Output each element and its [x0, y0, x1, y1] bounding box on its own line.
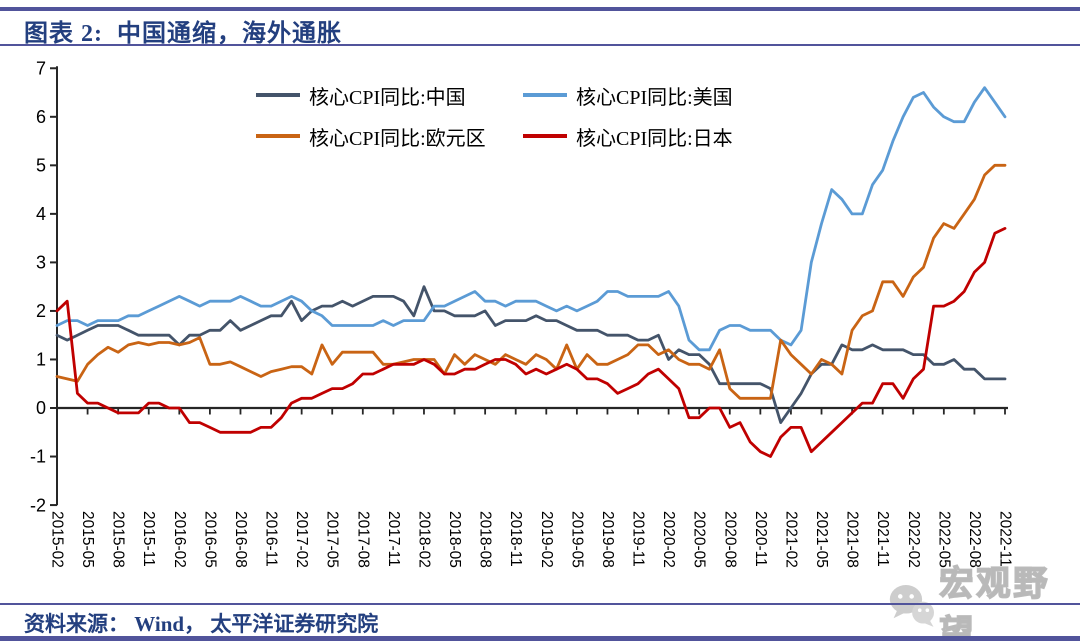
legend-item-japan: 核心CPI同比:日本 [523, 124, 733, 150]
legend-label-eurozone: 核心CPI同比:欧元区 [309, 127, 486, 150]
legend-item-us: 核心CPI同比:美国 [523, 83, 733, 109]
watermark-label: 宏观野望 [939, 564, 1051, 641]
y-tick-label: 2 [36, 301, 46, 321]
source-note: 资料来源： Wind， 太平洋证券研究院 [24, 612, 379, 636]
legend-line-eurozone-icon [256, 134, 300, 138]
x-tick-label: 2019-08 [599, 511, 616, 568]
x-tick-label: 2018-11 [507, 511, 524, 567]
y-tick-label: 7 [36, 58, 46, 78]
x-tick-label: 2020-02 [660, 511, 677, 568]
x-tick-label: 2021-08 [844, 511, 861, 568]
x-tick-label: 2016-02 [171, 511, 188, 568]
x-tick-label: 2019-02 [538, 511, 555, 568]
series-line-1 [55, 86, 1007, 352]
x-tick-label: 2015-05 [79, 511, 96, 568]
x-tick-label: 2020-11 [752, 511, 769, 567]
x-tick-label: 2016-08 [232, 511, 249, 568]
x-tick-label: 2018-02 [415, 511, 432, 568]
y-tick-label: 1 [36, 350, 46, 370]
legend-item-eurozone: 核心CPI同比:欧元区 [256, 124, 486, 150]
x-tick-label: 2022-05 [935, 511, 952, 568]
x-tick-label: 2015-02 [49, 511, 66, 568]
legend-line-china-icon [256, 93, 300, 97]
x-tick-label: 2016-05 [201, 511, 218, 568]
y-tick-label: 5 [36, 156, 46, 176]
x-tick-label: 2016-11 [263, 511, 280, 567]
x-tick-label: 2021-11 [874, 511, 891, 567]
x-tick-label: 2017-08 [354, 511, 371, 568]
x-tick-label: 2020-05 [691, 511, 708, 568]
x-tick-label: 2017-05 [324, 511, 341, 568]
series-line-3 [55, 226, 1007, 458]
y-tick-label: 4 [36, 204, 46, 224]
page-title: 图表 2: 中国通缩，海外通胀 [24, 21, 342, 47]
x-tick-label: 2022-08 [966, 511, 983, 568]
y-tick-label: 6 [36, 107, 46, 127]
x-tick-label: 2015-11 [140, 511, 157, 567]
x-tick-label: 2019-05 [568, 511, 585, 568]
legend-label-japan: 核心CPI同比:日本 [576, 127, 733, 150]
x-tick-label: 2021-05 [813, 511, 830, 568]
top-rule [0, 7, 1080, 11]
x-tick-label: 2018-05 [446, 511, 463, 568]
x-tick-label: 2020-08 [721, 511, 738, 568]
footer-rule [0, 603, 1080, 605]
y-tick-label: 3 [36, 253, 46, 273]
y-tick-label: -2 [30, 495, 46, 515]
y-tick-label: -1 [30, 447, 46, 467]
series-line-2 [55, 163, 1007, 400]
wechat-icon [889, 585, 935, 627]
bottom-rule [0, 636, 1080, 641]
x-tick-label: 2022-11 [997, 511, 1014, 567]
legend-item-china: 核心CPI同比:中国 [256, 83, 466, 109]
legend-line-japan-icon [523, 134, 567, 138]
x-tick-label: 2015-08 [110, 511, 127, 568]
title-underline-rule [0, 44, 1080, 46]
x-tick-label: 2022-02 [905, 511, 922, 568]
y-tick-label: 0 [36, 398, 46, 418]
watermark: 宏观野望 [886, 556, 1080, 641]
legend-line-us-icon [523, 93, 567, 97]
legend-label-china: 核心CPI同比:中国 [309, 86, 466, 109]
x-tick-label: 2017-02 [293, 511, 310, 568]
x-tick-label: 2019-11 [630, 511, 647, 567]
x-tick-label: 2021-02 [782, 511, 799, 568]
x-tick-label: 2018-08 [477, 511, 494, 568]
legend-label-us: 核心CPI同比:美国 [576, 86, 733, 109]
x-tick-label: 2017-11 [385, 511, 402, 567]
